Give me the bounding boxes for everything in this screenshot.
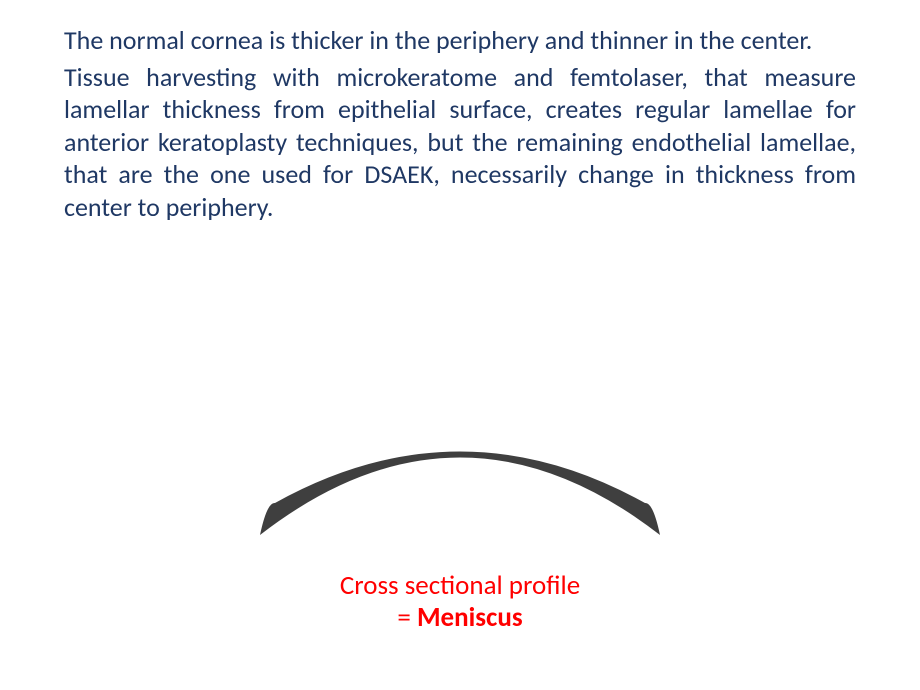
caption-line-1: Cross sectional profile [0,570,920,602]
caption-bold: Meniscus [417,601,523,634]
diagram-caption: Cross sectional profile = Meniscus [0,570,920,635]
paragraph-1: The normal cornea is thicker in the peri… [64,24,856,57]
caption-line-2: = Meniscus [0,602,920,634]
paragraph-2: Tissue harvesting with microkeratome and… [64,61,856,224]
body-text-block: The normal cornea is thicker in the peri… [64,24,856,223]
meniscus-arc-icon [240,390,680,550]
caption-prefix: = [397,601,417,634]
meniscus-diagram: Cross sectional profile = Meniscus [0,390,920,690]
arc-shape [260,452,660,536]
